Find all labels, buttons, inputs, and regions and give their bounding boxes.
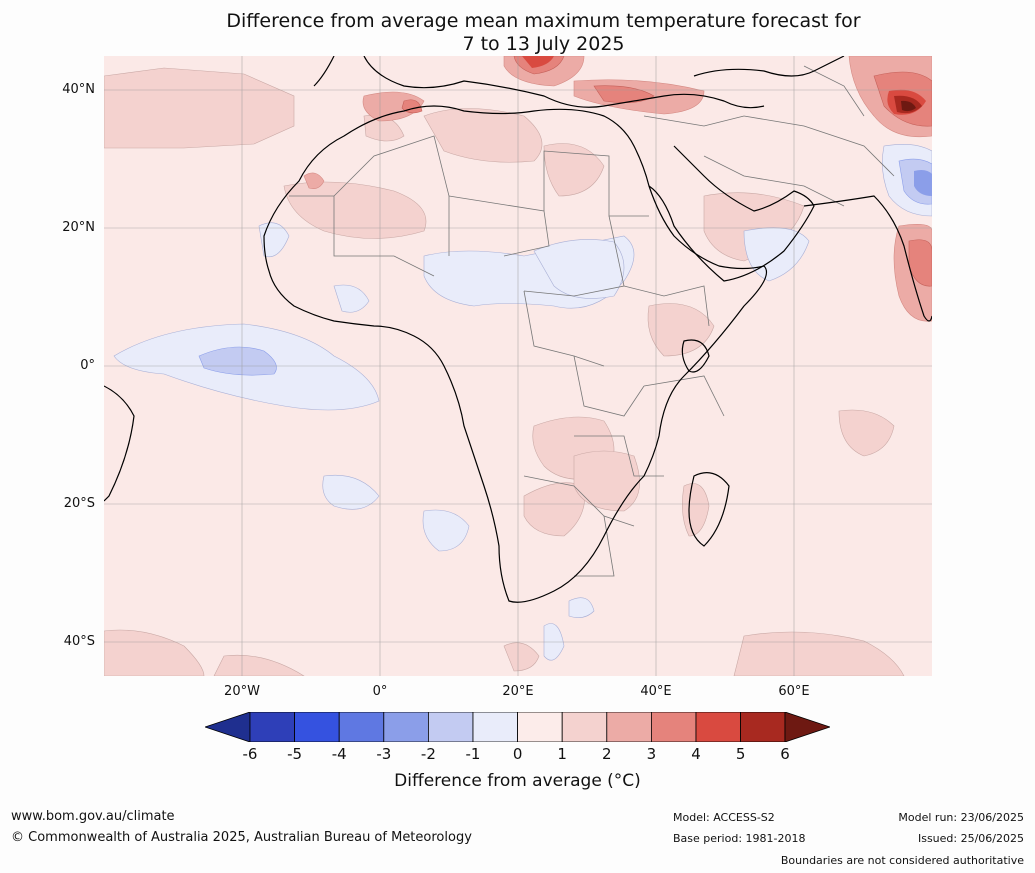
colorbar-swatch-3 [338, 712, 385, 742]
colorbar-swatch-11 [695, 712, 741, 742]
copyright-text: © Commonwealth of Australia 2025, Austra… [11, 830, 472, 845]
colorbar-swatch-0 [205, 712, 251, 742]
lon-label-40e: 40°E [640, 684, 672, 699]
country-borders [289, 65, 895, 577]
lat-label-40n: 40°N [62, 82, 95, 97]
colorbar-tick: -1 [465, 745, 481, 763]
title-line-1: Difference from average mean maximum tem… [226, 10, 861, 32]
lat-label-0: 0° [80, 358, 95, 373]
south-america-coastline [104, 385, 135, 502]
lon-label-0: 0° [372, 684, 388, 699]
colorbar-tick: -3 [376, 745, 392, 763]
colorbar-swatch-12 [740, 712, 786, 742]
colorbar-label: Difference from average (°C) [394, 771, 641, 791]
colorbar-swatch-2 [294, 712, 340, 742]
black-sea-coastline [693, 56, 845, 77]
lon-label-20e: 20°E [502, 684, 534, 699]
model-run-text: Model run: 23/06/2025 [898, 811, 1024, 824]
issued-text: Issued: 25/06/2025 [917, 832, 1024, 845]
colorbar-swatch-9 [606, 712, 652, 742]
lon-label-60e: 60°E [778, 684, 810, 699]
map-svg [104, 56, 932, 676]
colorbar-tick: 5 [735, 745, 746, 763]
europe-coastline [313, 56, 765, 109]
colorbar-tick: 0 [512, 745, 523, 763]
lat-label-40s: 40°S [63, 634, 95, 649]
map-title: Difference from average mean maximum tem… [0, 10, 1035, 56]
colorbar-swatch-6 [472, 712, 518, 742]
lat-label-20s: 20°S [63, 496, 95, 511]
anomaly-above-6-areas [901, 100, 916, 112]
lon-label-20w: 20°W [224, 684, 260, 699]
colorbar-swatch-8 [561, 712, 608, 742]
madagascar-coastline [688, 472, 730, 547]
colorbar-tick: -6 [242, 745, 258, 763]
africa-coastline [263, 105, 768, 603]
colorbar-swatch-7 [517, 712, 563, 742]
colorbar-tick: -2 [420, 745, 436, 763]
graticule [104, 56, 932, 676]
base-period-text: Base period: 1981-2018 [673, 832, 806, 845]
colorbar-tick: 6 [780, 745, 790, 763]
disclaimer-text: Boundaries are not considered authoritat… [780, 854, 1024, 867]
anomaly-1-2-areas [104, 67, 905, 676]
colorbar-tick: -4 [331, 745, 347, 763]
lake-victoria-shore [681, 339, 710, 373]
model-text: Model: ACCESS-S2 [673, 811, 775, 824]
colorbar [205, 712, 830, 742]
lat-label-20n: 20°N [62, 220, 95, 235]
colorbar-tick: 3 [646, 745, 657, 763]
iran-india-coastline [803, 195, 932, 322]
arabia-coastline [648, 145, 815, 282]
colorbar-tick: -5 [287, 745, 303, 763]
forecast-map [104, 56, 932, 676]
colorbar-tick: 4 [691, 745, 701, 763]
colorbar-swatch-13 [784, 712, 830, 742]
website-link[interactable]: www.bom.gov.au/climate [11, 809, 175, 824]
colorbar-swatch-5 [427, 712, 474, 742]
anomaly-minus3-2-areas [914, 170, 932, 196]
colorbar-swatch-10 [650, 712, 697, 742]
title-line-2: 7 to 13 July 2025 [462, 33, 625, 55]
colorbar-swatch-4 [383, 712, 429, 742]
colorbar-tick: 2 [602, 745, 612, 763]
colorbar-swatch-1 [249, 712, 295, 742]
colorbar-tick: 1 [557, 745, 567, 763]
coastlines [104, 56, 932, 603]
